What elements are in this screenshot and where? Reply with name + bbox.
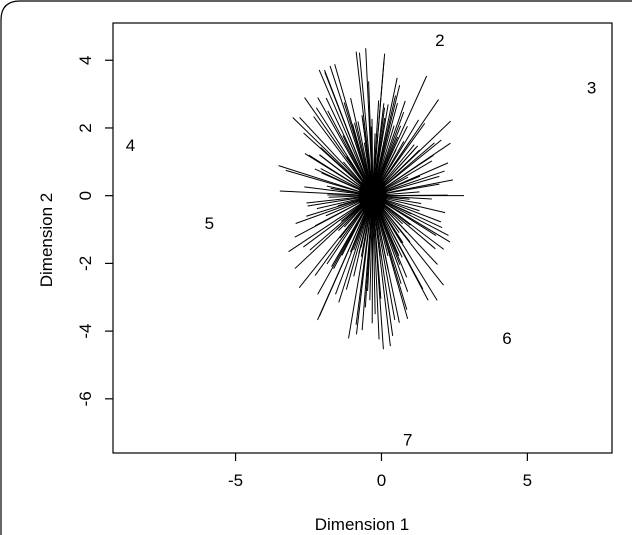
ray-line bbox=[288, 195, 373, 253]
ray-line bbox=[304, 97, 374, 196]
points-layer: 2 3 4 5 6 7 bbox=[126, 31, 597, 450]
ray-line bbox=[365, 48, 374, 196]
ray-line bbox=[348, 195, 374, 339]
y-tick-label: -4 bbox=[76, 324, 95, 339]
x-tick-label: 0 bbox=[377, 471, 386, 490]
y-axis-label: Dimension 2 bbox=[37, 193, 56, 288]
point-label-4: 4 bbox=[126, 136, 135, 155]
point-label-7: 7 bbox=[403, 430, 412, 449]
y-tick-label: 0 bbox=[76, 191, 95, 200]
y-tick-label: 4 bbox=[76, 56, 95, 65]
y-tick-label: -6 bbox=[76, 391, 95, 406]
ray-line bbox=[372, 195, 380, 340]
point-label-2: 2 bbox=[435, 31, 444, 50]
ray-line bbox=[292, 117, 374, 197]
y-tick-label: -2 bbox=[76, 256, 95, 271]
ray-line bbox=[318, 195, 374, 317]
point-label-6: 6 bbox=[502, 329, 511, 348]
ray-core bbox=[358, 173, 387, 218]
point-label-3: 3 bbox=[587, 78, 596, 97]
ray-line bbox=[324, 72, 374, 196]
ray-line bbox=[279, 190, 373, 197]
x-tick-label: -5 bbox=[228, 471, 243, 490]
ray-line bbox=[355, 195, 374, 335]
ray-line bbox=[285, 169, 373, 197]
x-tick-label: 5 bbox=[523, 471, 532, 490]
ray-line bbox=[299, 117, 374, 197]
rays-layer bbox=[278, 48, 465, 350]
point-label-5: 5 bbox=[205, 214, 214, 233]
ray-line bbox=[372, 195, 394, 336]
plot-box bbox=[112, 22, 613, 454]
ray-line bbox=[318, 69, 374, 196]
y-tick-label: 2 bbox=[76, 123, 95, 132]
ray-line bbox=[329, 65, 374, 196]
x-axis-label: Dimension 1 bbox=[315, 515, 410, 534]
ray-line bbox=[358, 52, 374, 196]
